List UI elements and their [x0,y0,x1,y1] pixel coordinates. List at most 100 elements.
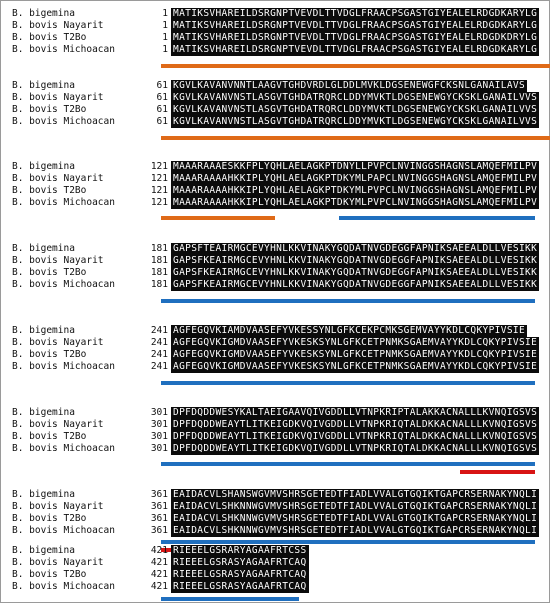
position-cell: 121 [136,185,168,197]
sequence-string: EAIDACVLSHANSWGVMVSHRSGETEDTFIADLVVALGTG… [171,489,540,501]
red-region-bar [460,470,535,474]
species-label: B. bovis Nayarit [12,255,104,266]
position-cell: 421 [136,557,168,569]
position-number: 361 [150,501,168,512]
species-label: B. bovis Nayarit [12,501,104,512]
position-cell: 181 [136,255,168,267]
species-label: B. bovis T2Bo [12,267,87,278]
position-cell: 421 [136,581,168,593]
blue-region-bar [161,381,535,385]
blue-region-bar [339,216,535,220]
position-cell: 61 [136,104,168,116]
position-number: 241 [150,361,168,372]
sequence-string: MAAARAAAAHKKIPLYQHLAELAGKPTDKYMLPAPCLNVI… [171,173,540,185]
position-number: 1 [162,32,168,43]
position-number: 421 [150,545,168,556]
species-label: B. bovis Michoacan [12,197,115,208]
sequence-string: EAIDACVLSHKNNWGVMVSHRSGETEDTFIADLVVALGTG… [171,513,540,525]
position-cell: 301 [136,419,168,431]
position-cell: 241 [136,337,168,349]
sequence-string: MAAARAAAESKKFPLYQHLAELAGKPTDNYLLPVPCLNVI… [171,161,540,173]
position-cell: 121 [136,197,168,209]
sequence-string: GAPSFKEAIRMGCEVYHNLKKVINAKYGQDATNVGDEGGF… [171,279,540,291]
sequence-string: MATIKSVHAREILDSRGNPTVEVDLTTVDGLFRAACPSGA… [171,8,540,20]
position-cell: 61 [136,80,168,92]
species-label: B. bovis Nayarit [12,337,104,348]
sequence-string: AGFEGQVKIGMDVAASEFYVKESKSYNLGFKCETPNMKSG… [171,361,540,373]
blue-region-bar [161,540,535,544]
position-cell: 181 [136,243,168,255]
species-label: B. bigemina [12,545,75,556]
position-number: 61 [156,80,168,91]
sequence-string: RIEEELGSRARYAGAAFRTCSS [171,545,309,557]
sequence-string: RIEEELGSRASYAGAAFRTCAQ [171,569,309,581]
sequence-string: DPFDQDDWESYKALTAEIGAAVQIVGDDLLVTNPKRIPTA… [171,407,540,419]
sequence-string: MAAARAAAAHKKIPLYQHLAELAGKPTDKYMLPVPCLNVI… [171,197,540,209]
position-cell: 181 [136,267,168,279]
position-cell: 301 [136,407,168,419]
position-number: 301 [150,407,168,418]
position-cell: 241 [136,349,168,361]
sequence-string: RIEEELGSRASYAGAAFRTCAQ [171,557,309,569]
position-cell: 181 [136,279,168,291]
position-cell: 301 [136,443,168,455]
position-cell: 361 [136,525,168,537]
position-number: 301 [150,443,168,454]
species-label: B. bovis T2Bo [12,185,87,196]
sequence-string: MATIKSVHAREILDSRGNPTVEVDLTTVDGLFRAACPSGA… [171,32,540,44]
species-label: B. bovis T2Bo [12,104,87,115]
position-number: 181 [150,279,168,290]
species-label: B. bovis T2Bo [12,349,87,360]
sequence-string: DPFDQDDWEAYTLITKEIGDKVQIVGDDLLVTNPKRIQTA… [171,431,540,443]
position-cell: 1 [136,20,168,32]
species-label: B. bigemina [12,161,75,172]
orange-region-bar [161,136,550,140]
sequence-string: AGFEGQVKIGMDVAASEFYVKESKSYNLGFKCETPNMKSG… [171,349,540,361]
position-number: 421 [150,569,168,580]
position-cell: 1 [136,44,168,56]
species-label: B. bovis Michoacan [12,525,115,536]
species-label: B. bovis T2Bo [12,32,87,43]
species-label: B. bigemina [12,80,75,91]
position-number: 241 [150,325,168,336]
species-label: B. bigemina [12,8,75,19]
position-number: 121 [150,161,168,172]
sequence-string: KGVLKAVANVNSTLASGVTGHDATRQRCLDDYMVKTLDGS… [171,116,540,128]
sequence-string: KGVLKAVANVNNTLAAGVTGHDVRDLGLDDLMVKLDGSEN… [171,80,528,92]
species-label: B. bovis Nayarit [12,419,104,430]
species-label: B. bovis Michoacan [12,116,115,127]
position-number: 361 [150,513,168,524]
position-number: 121 [150,173,168,184]
blue-region-bar [161,597,299,601]
sequence-string: DPFDQDDWEAYTLITKEIGDKVQIVGDDLLVTNPKRIQTA… [171,419,540,431]
species-label: B. bovis Michoacan [12,581,115,592]
position-number: 181 [150,243,168,254]
species-label: B. bovis Nayarit [12,92,104,103]
sequence-string: EAIDACVLSHKNNWGVMVSHRSGETEDTFIADLVVALGTG… [171,525,540,537]
position-number: 241 [150,349,168,360]
orange-region-bar [161,64,550,68]
position-cell: 361 [136,513,168,525]
sequence-string: GAPSFKEAIRMGCEVYHNLKKVINAKYGQDATNVGDEGGF… [171,267,540,279]
position-cell: 361 [136,489,168,501]
sequence-string: AGFEGQVKIGMDVAASEFYVKESKSYNLGFKCETPNMKSG… [171,337,540,349]
blue-region-bar [161,462,535,466]
position-number: 121 [150,185,168,196]
position-number: 301 [150,431,168,442]
position-number: 301 [150,419,168,430]
position-cell: 1 [136,32,168,44]
blue-region-bar [161,299,535,303]
position-number: 1 [162,44,168,55]
position-cell: 241 [136,361,168,373]
position-number: 121 [150,197,168,208]
position-number: 421 [150,557,168,568]
species-label: B. bovis T2Bo [12,513,87,524]
species-label: B. bigemina [12,325,75,336]
position-number: 61 [156,92,168,103]
position-cell: 421 [136,569,168,581]
position-number: 361 [150,525,168,536]
species-label: B. bovis T2Bo [12,569,87,580]
species-label: B. bovis Michoacan [12,443,115,454]
position-number: 421 [150,581,168,592]
sequence-string: MATIKSVHAREILDSRGNPTVEVDLTTVDGLFRAACPSGA… [171,44,540,56]
